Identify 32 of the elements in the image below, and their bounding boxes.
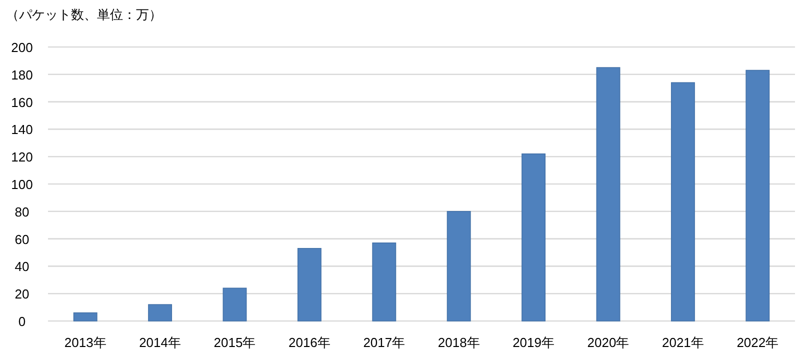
y-tick-label: 80: [14, 204, 30, 220]
y-axis-title: （パケット数、単位：万）: [6, 7, 162, 22]
x-tick-label: 2022年: [736, 335, 779, 350]
x-tick-label: 2014年: [139, 335, 182, 350]
y-tick-label: 100: [11, 177, 33, 192]
bar: [73, 312, 98, 322]
bar: [446, 211, 471, 322]
bar: [297, 248, 322, 322]
x-tick-label: 2015年: [214, 335, 256, 350]
x-tick-label: 2019年: [512, 335, 555, 350]
x-tick-label: 2016年: [288, 335, 330, 350]
x-tick-label: 2020年: [587, 335, 630, 350]
bar: [522, 153, 546, 322]
x-tick-label: 2013年: [64, 335, 106, 350]
x-tick-label: 2018年: [438, 335, 480, 350]
bar: [222, 288, 247, 322]
bar: [670, 82, 695, 322]
x-tick-label: 2017年: [363, 335, 406, 350]
y-tick-label: 20: [14, 286, 30, 302]
y-tick-label: 180: [11, 67, 33, 82]
bar: [746, 70, 770, 322]
bar: [596, 67, 620, 322]
y-tick-label: 0: [18, 314, 26, 329]
bar: [372, 242, 396, 322]
bar: [148, 304, 172, 322]
x-tick-label: 2021年: [662, 335, 704, 350]
y-tick-label: 200: [11, 40, 33, 55]
y-tick-label: 140: [11, 122, 33, 138]
y-tick-label: 60: [14, 232, 30, 247]
y-tick-label: 40: [14, 259, 30, 274]
y-tick-label: 160: [11, 94, 33, 110]
y-tick-label: 120: [11, 150, 33, 165]
